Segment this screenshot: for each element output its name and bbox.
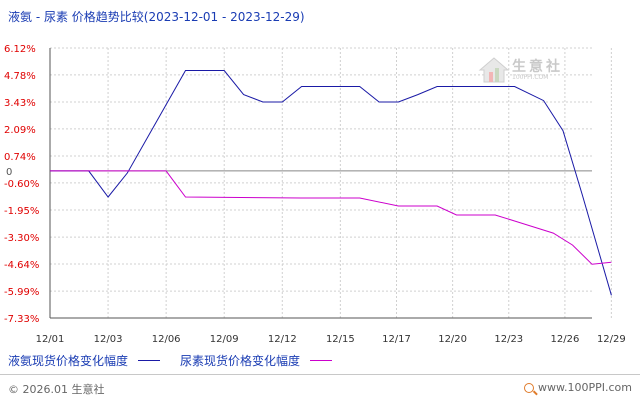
x-tick-label: 12/09 [210,334,239,345]
y-tick-label: 2.09% [4,125,36,136]
y-tick-label: 0 [6,167,12,178]
y-tick-label: -1.95% [4,206,39,217]
x-tick-label: 12/03 [94,334,123,345]
x-tick-label: 12/15 [326,334,355,345]
x-tick-label: 12/17 [382,334,411,345]
y-tick-label: -7.33% [4,314,39,325]
y-tick-labels: 6.12% 4.78% 3.43% 2.09% 0.74% 0-0.60% -1.95% -3… [4,44,39,325]
grid [49,47,612,319]
watermark-url: 100PPI.COM [512,74,549,81]
y-tick-label: 0.74% [4,152,36,163]
series-lines [50,70,612,296]
axes [49,48,592,319]
series-line-1 [50,70,612,296]
site-link[interactable]: www.100PPI.com [524,381,632,394]
magnifier-icon [524,382,535,393]
x-tick-label: 12/29 [597,334,626,345]
x-tick-label: 12/26 [550,334,579,345]
footer: © 2026.01 生意社 www.100PPI.com [0,374,640,401]
series-line-2 [50,170,612,265]
y-tick-label: -0.60% [4,179,39,190]
legend-line-series1 [138,360,161,361]
watermark-logo: 生意社 100PPI.COM [478,56,578,84]
x-tick-label: 12/20 [438,334,467,345]
x-tick-label: 12/23 [494,334,523,345]
y-tick-label: 3.43% [4,98,36,109]
legend: 液氨现货价格变化幅度 尿素现货价格变化幅度 [8,352,352,369]
watermark-text: 生意社 [512,59,563,75]
x-tick-label: 12/12 [268,334,297,345]
x-tick-label: 12/01 [36,334,65,345]
x-tick-labels: 12/01 12/03 12/06 12/09 12/12 12/15 12/17 12/20… [36,334,626,345]
chart-title: 液氨 - 尿素 价格趋势比较(2023-12-01 - 2023-12-29) [8,10,305,24]
site-url: www.100PPI.com [538,381,632,394]
legend-line-series2 [310,360,333,361]
copyright-text: © 2026.01 生意社 [8,383,105,396]
y-tick-label: 4.78% [4,71,36,82]
y-tick-label: -5.99% [4,287,39,298]
y-tick-label: -3.30% [4,233,39,244]
legend-label-series2: 尿素现货价格变化幅度 [180,354,301,368]
y-tick-label: 6.12% [4,44,36,55]
y-tick-label: -4.64% [4,260,39,271]
house-logo-icon [478,57,510,83]
x-tick-label: 12/06 [152,334,181,345]
legend-label-series1: 液氨现货价格变化幅度 [8,354,129,368]
